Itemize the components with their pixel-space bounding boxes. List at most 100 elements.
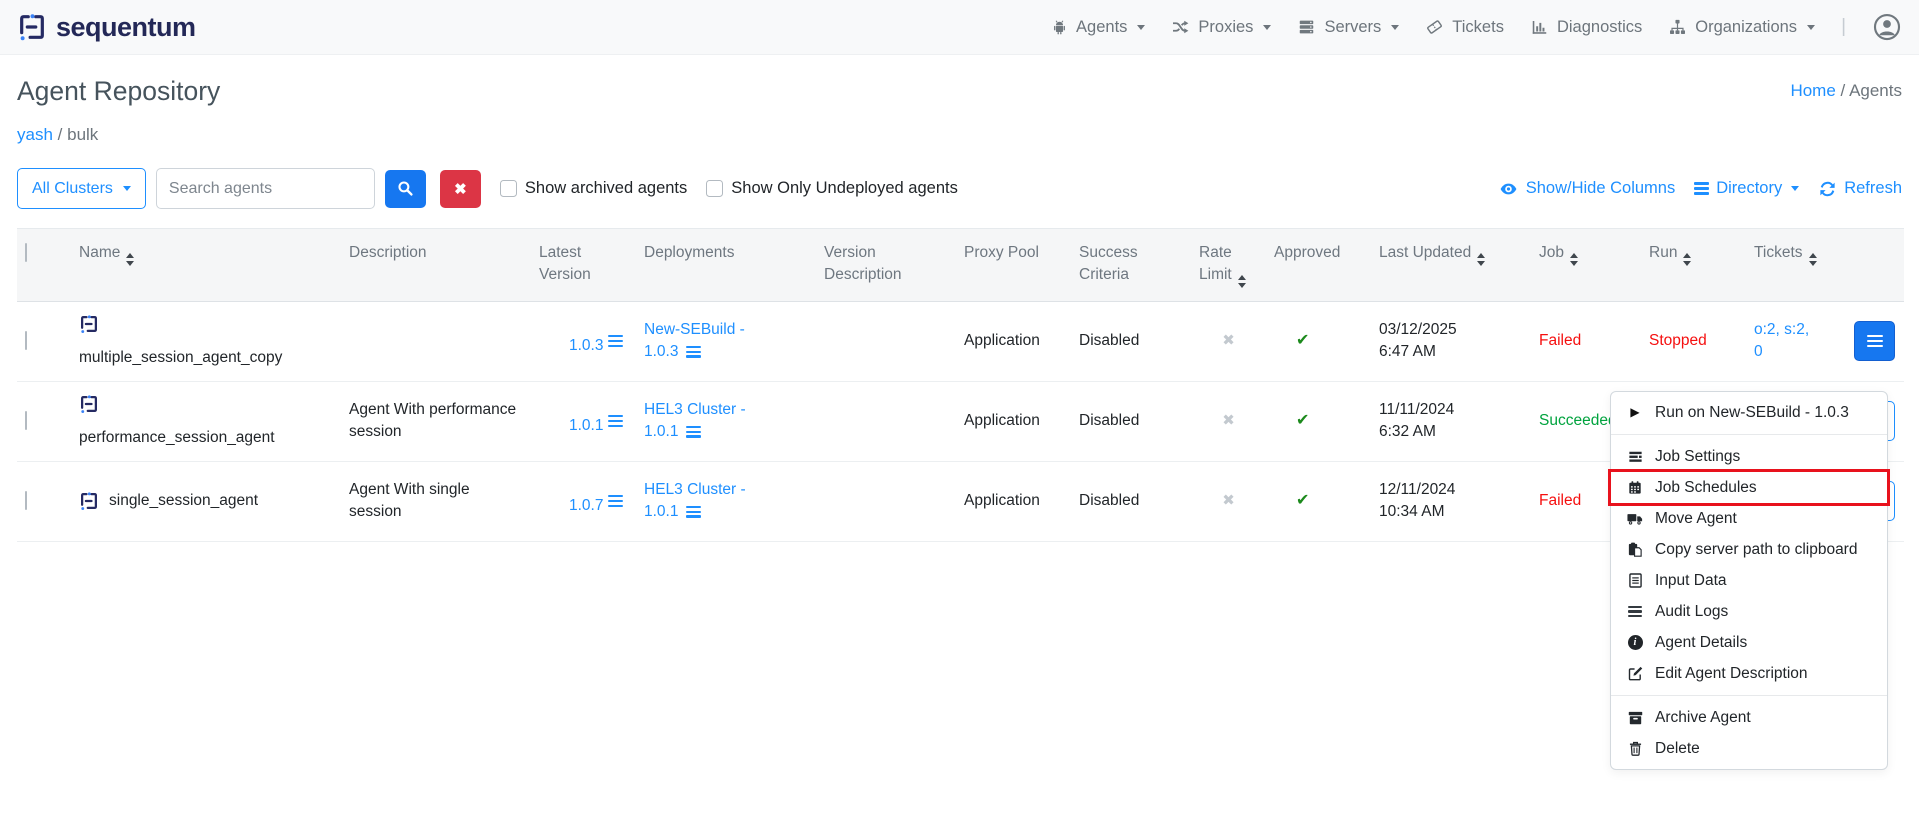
agent-name[interactable]: performance_session_agent <box>79 428 275 446</box>
col-header-name[interactable]: Name <box>71 228 341 302</box>
select-all-checkbox[interactable] <box>25 243 27 262</box>
cluster-filter-dropdown[interactable]: All Clusters <box>17 168 146 209</box>
clear-search-button[interactable]: ✖ <box>439 169 481 208</box>
show-undeployed-checkbox[interactable] <box>706 180 724 197</box>
tickets-link[interactable]: o:2, s:2, 0 <box>1754 321 1810 360</box>
show-archived-checkbox[interactable] <box>499 180 517 197</box>
sequentum-logo-icon <box>20 14 44 41</box>
agents-table: Name Description Latest Version Deployme… <box>17 228 1904 542</box>
version-menu-icon[interactable] <box>607 333 623 350</box>
nav-item-tickets[interactable]: Tickets <box>1425 18 1504 37</box>
nav-item-proxies[interactable]: Proxies <box>1171 17 1272 37</box>
brand[interactable]: sequentum <box>17 12 196 43</box>
show-hide-columns-link[interactable]: Show/Hide Columns <box>1498 179 1675 198</box>
col-header-success-criteria: Success Criteria <box>1071 228 1191 302</box>
success-criteria-cell: Disabled <box>1071 461 1191 542</box>
nav-item-servers[interactable]: Servers <box>1297 18 1400 37</box>
nav-item-label: Organizations <box>1695 17 1798 36</box>
chevron-down-icon <box>1263 24 1272 30</box>
col-header-run[interactable]: Run <box>1641 228 1746 302</box>
menu-item-audit-logs[interactable]: Audit Logs <box>1611 596 1887 627</box>
agent-icon <box>81 314 97 333</box>
row-actions-menu: ▶ Run on New-SEBuild - 1.0.3 Job Setting… <box>1608 391 1890 770</box>
page-title: Agent Repository <box>17 76 221 106</box>
version-menu-icon[interactable] <box>607 493 623 510</box>
version-menu-icon[interactable] <box>607 413 623 430</box>
page-content: Agent Repository Home / Agents yash / bu… <box>0 76 1919 542</box>
job-status[interactable]: Failed <box>1539 332 1582 349</box>
menu-item-copy-server-path[interactable]: Copy server path to clipboard <box>1611 534 1887 565</box>
agent-name[interactable]: single_session_agent <box>109 492 259 509</box>
menu-item-move-agent[interactable]: Move Agent <box>1611 503 1887 534</box>
col-header-rate-limit[interactable]: Rate Limit <box>1191 228 1266 302</box>
nav-item-diagnostics[interactable]: Diagnostics <box>1530 18 1642 37</box>
menu-item-label: Delete <box>1655 740 1700 757</box>
row-checkbox[interactable] <box>25 411 27 430</box>
ticket-icon <box>1427 20 1443 34</box>
version-description-cell <box>816 461 956 542</box>
nav-item-agents[interactable]: Agents <box>1051 18 1146 37</box>
menu-item-agent-details[interactable]: i Agent Details <box>1611 627 1887 658</box>
row-checkbox[interactable] <box>25 331 27 350</box>
proxy-pool-cell: Application <box>956 461 1071 542</box>
job-status[interactable]: Succeeded <box>1539 412 1617 429</box>
table-row: multiple_session_agent_copy 1.0.3 New-SE… <box>17 301 1904 382</box>
menu-item-label: Audit Logs <box>1655 603 1729 620</box>
menu-item-edit-agent-description[interactable]: Edit Agent Description <box>1611 658 1887 689</box>
agent-name[interactable]: multiple_session_agent_copy <box>79 348 283 366</box>
col-header-tickets[interactable]: Tickets <box>1746 228 1846 302</box>
row-checkbox[interactable] <box>25 491 27 510</box>
chevron-down-icon <box>1791 186 1800 191</box>
nav-item-organizations[interactable]: Organizations <box>1668 17 1816 37</box>
col-header-description: Description <box>341 228 531 302</box>
menu-item-archive-agent[interactable]: Archive Agent <box>1611 702 1887 733</box>
deployment-link[interactable]: HEL3 Cluster - 1.0.1 <box>644 401 746 440</box>
menu-item-run[interactable]: ▶ Run on New-SEBuild - 1.0.3 <box>1611 397 1887 428</box>
sitemap-icon <box>1670 19 1686 34</box>
menu-item-input-data[interactable]: Input Data <box>1611 565 1887 596</box>
search-input[interactable] <box>155 168 375 209</box>
refresh-link[interactable]: Refresh <box>1818 179 1902 198</box>
proxy-pool-cell: Application <box>956 381 1071 462</box>
proxy-pool-cell: Application <box>956 301 1071 382</box>
latest-version-cell: 1.0.7 <box>539 486 628 517</box>
deployment-menu-icon[interactable] <box>686 344 702 361</box>
deployment-menu-icon[interactable] <box>686 424 702 441</box>
approved-check-icon: ✔ <box>1296 492 1310 509</box>
run-status[interactable]: Stopped <box>1649 332 1707 349</box>
refresh-icon <box>1820 181 1835 196</box>
search-button[interactable] <box>384 169 426 208</box>
user-menu[interactable] <box>1872 12 1902 42</box>
folder-path-separator: / <box>57 125 63 144</box>
x-icon: ✖ <box>454 180 467 198</box>
directory-icon <box>1694 180 1710 197</box>
success-criteria-cell: Disabled <box>1071 301 1191 382</box>
menu-item-delete[interactable]: Delete <box>1611 733 1887 764</box>
approved-check-icon: ✔ <box>1296 412 1310 429</box>
deployment-menu-icon[interactable] <box>686 504 702 521</box>
job-status[interactable]: Failed <box>1539 492 1582 509</box>
version-link[interactable]: 1.0.7 <box>569 496 604 514</box>
breadcrumb-home-link[interactable]: Home <box>1790 81 1836 100</box>
row-actions-button[interactable] <box>1854 321 1895 361</box>
nav-item-label: Proxies <box>1198 17 1254 36</box>
show-archived-checkbox-group[interactable]: Show archived agents <box>499 179 687 198</box>
deployment-link[interactable]: New-SEBuild - 1.0.3 <box>644 321 745 360</box>
show-undeployed-checkbox-group[interactable]: Show Only Undeployed agents <box>706 179 958 198</box>
menu-item-label: Agent Details <box>1655 634 1748 651</box>
deployment-link[interactable]: HEL3 Cluster - 1.0.1 <box>644 481 746 520</box>
last-updated-cell: 12/11/2024 10:34 AM <box>1379 481 1456 520</box>
col-header-last-updated[interactable]: Last Updated <box>1371 228 1531 302</box>
sort-icon <box>126 253 135 266</box>
sort-icon <box>1808 253 1817 266</box>
version-link[interactable]: 1.0.1 <box>569 416 604 434</box>
menu-divider <box>1611 695 1887 696</box>
menu-item-job-settings[interactable]: Job Settings <box>1611 441 1887 472</box>
col-header-deployments: Deployments <box>636 228 816 302</box>
menu-item-job-schedules[interactable]: Job Schedules <box>1608 469 1890 506</box>
version-link[interactable]: 1.0.3 <box>569 336 604 354</box>
col-header-job[interactable]: Job <box>1531 228 1641 302</box>
folder-parent-link[interactable]: yash <box>17 125 53 144</box>
directory-dropdown[interactable]: Directory <box>1694 179 1800 198</box>
approved-check-icon: ✔ <box>1296 332 1310 349</box>
